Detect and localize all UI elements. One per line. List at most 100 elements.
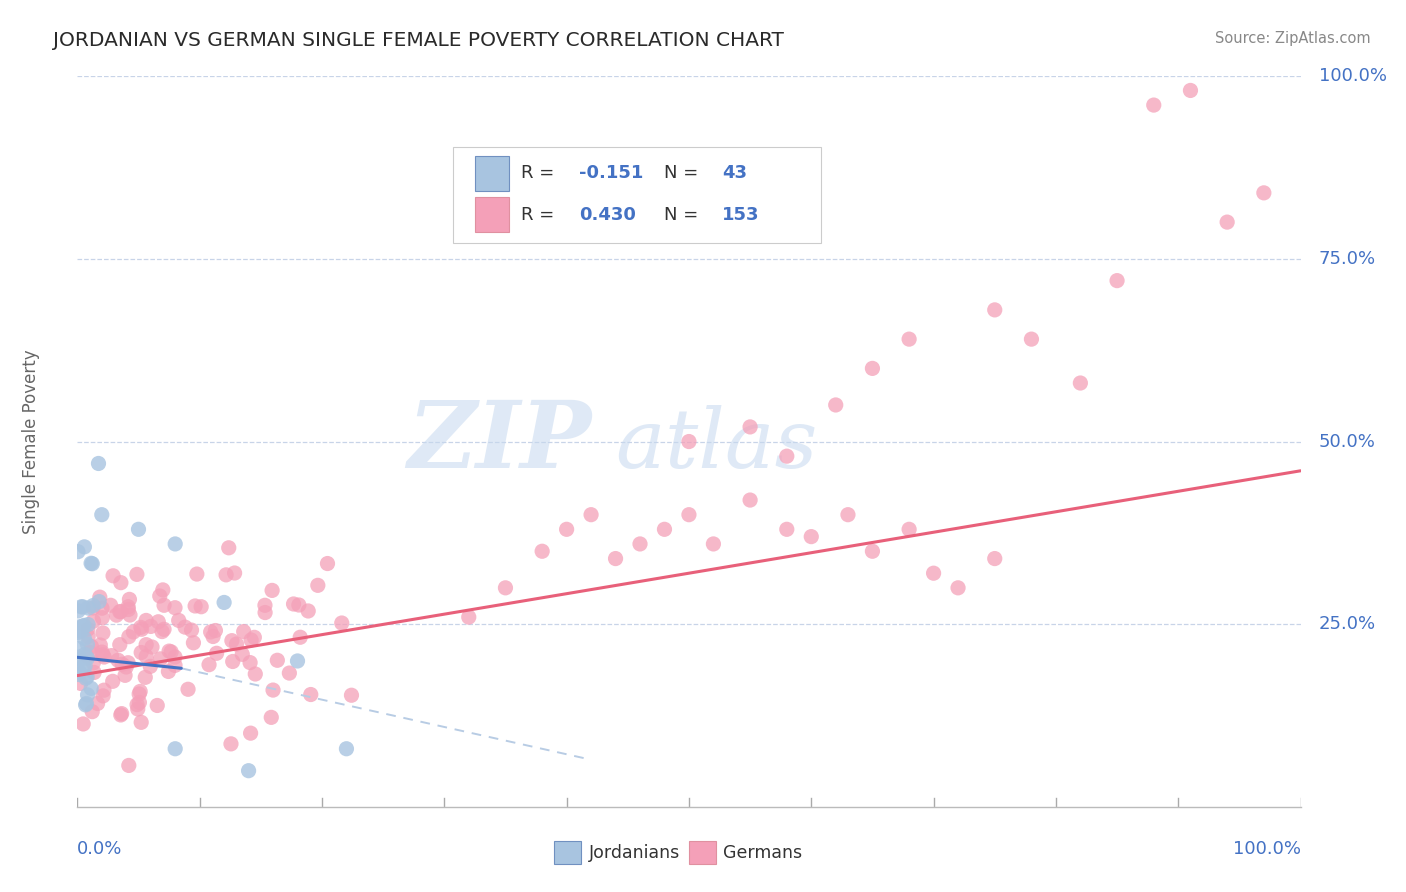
Point	[75, 698, 97, 712]
Point	[67, 604, 90, 618]
Point	[91, 689, 114, 703]
Point	[307, 578, 329, 592]
Point	[254, 606, 277, 620]
Point	[117, 602, 139, 616]
Bar	[475, 155, 509, 191]
Point	[204, 624, 226, 638]
Point	[82, 557, 104, 571]
Point	[69, 652, 91, 666]
Point	[150, 624, 173, 639]
Point	[152, 582, 174, 597]
Point	[177, 682, 200, 697]
Text: 100.0%: 100.0%	[1319, 67, 1386, 85]
Point	[70, 599, 93, 614]
Point	[457, 610, 479, 624]
Point	[77, 630, 100, 644]
Point	[67, 620, 90, 634]
Point	[101, 674, 124, 689]
Point	[69, 676, 91, 690]
Point	[297, 604, 319, 618]
Point	[219, 737, 242, 751]
Point	[340, 688, 363, 702]
Point	[278, 666, 301, 681]
Point	[579, 508, 602, 522]
Point	[531, 544, 554, 558]
Point	[118, 630, 141, 644]
Point	[153, 599, 176, 613]
Point	[111, 706, 134, 721]
Point	[82, 705, 104, 719]
Point	[335, 741, 357, 756]
Point	[862, 361, 884, 376]
Point	[114, 668, 136, 682]
Bar	[689, 841, 716, 864]
Point	[76, 688, 98, 702]
Text: N =: N =	[665, 206, 704, 224]
Text: N =: N =	[665, 164, 704, 182]
Point	[108, 605, 131, 619]
Bar	[475, 197, 509, 232]
Point	[1069, 376, 1091, 390]
Point	[555, 522, 578, 536]
Text: Germans: Germans	[723, 844, 803, 862]
Point	[91, 648, 114, 662]
Point	[837, 508, 859, 522]
Point	[290, 630, 312, 644]
Point	[72, 659, 94, 673]
Point	[245, 667, 267, 681]
Point	[75, 671, 97, 685]
Point	[239, 656, 262, 670]
Point	[129, 715, 152, 730]
Point	[146, 698, 169, 713]
Point	[198, 657, 221, 672]
Point	[91, 610, 114, 624]
Point	[174, 620, 197, 634]
Point	[167, 614, 190, 628]
Point	[76, 637, 98, 651]
Point	[70, 624, 93, 638]
Text: R =: R =	[522, 164, 561, 182]
Text: -0.151: -0.151	[579, 164, 643, 182]
Point	[824, 398, 846, 412]
Point	[72, 717, 94, 731]
Text: Single Female Poverty: Single Female Poverty	[22, 350, 39, 533]
Point	[110, 575, 132, 590]
Point	[157, 665, 180, 679]
Point	[73, 618, 96, 632]
Text: 75.0%: 75.0%	[1319, 250, 1376, 268]
Point	[253, 599, 276, 613]
Text: R =: R =	[522, 206, 561, 224]
Point	[89, 638, 111, 652]
Point	[149, 652, 172, 666]
Point	[105, 608, 128, 623]
Point	[67, 665, 90, 679]
Point	[66, 545, 89, 559]
Point	[91, 645, 114, 659]
Point	[100, 599, 122, 613]
Point	[135, 638, 157, 652]
Point	[129, 646, 152, 660]
Point	[149, 589, 172, 603]
Point	[262, 683, 284, 698]
Point	[127, 702, 149, 716]
Point	[77, 601, 100, 615]
Point	[76, 651, 98, 665]
Point	[678, 508, 700, 522]
Point	[740, 493, 762, 508]
FancyBboxPatch shape	[453, 147, 821, 243]
Point	[212, 595, 235, 609]
Point	[266, 653, 288, 667]
Text: atlas: atlas	[616, 405, 818, 485]
Point	[87, 457, 110, 471]
Point	[80, 556, 103, 570]
Point	[76, 622, 98, 636]
Text: 43: 43	[721, 164, 747, 182]
Point	[80, 640, 103, 654]
Point	[129, 620, 152, 634]
Point	[702, 537, 724, 551]
Point	[128, 696, 150, 710]
Point	[118, 592, 141, 607]
Point	[90, 508, 112, 522]
Text: 153: 153	[721, 206, 759, 224]
Point	[75, 697, 97, 711]
